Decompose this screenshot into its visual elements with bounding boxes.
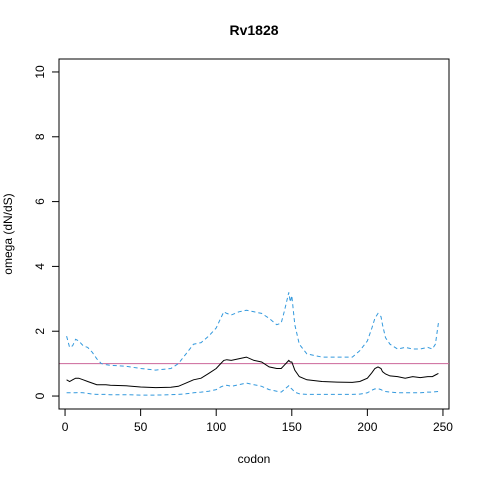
series-line-upper-bound	[66, 292, 439, 371]
y-tick-label: 6	[33, 198, 47, 205]
y-tick-label: 0	[33, 392, 47, 399]
x-tick-label: 0	[62, 420, 69, 434]
y-tick-label: 10	[33, 65, 47, 79]
series-line-lower-bound	[66, 382, 439, 396]
x-tick-label: 150	[282, 420, 302, 434]
x-axis: 0 50 100 150 200 250	[62, 408, 453, 434]
plot-frame	[58, 58, 450, 410]
x-tick-label: 250	[433, 420, 453, 434]
chart-title: Rv1828	[229, 22, 278, 38]
y-tick-label: 4	[33, 263, 47, 270]
series-line-mean	[66, 356, 439, 389]
x-tick-label: 200	[357, 420, 377, 434]
x-tick-label: 50	[134, 420, 148, 434]
y-tick-label: 2	[33, 328, 47, 335]
y-axis: 0 2 4 6 8 10	[33, 65, 60, 399]
y-tick-label: 8	[33, 133, 47, 140]
x-tick-label: 100	[206, 420, 226, 434]
y-axis-label: omega (dN/dS)	[1, 193, 15, 274]
x-axis-label: codon	[238, 452, 271, 466]
